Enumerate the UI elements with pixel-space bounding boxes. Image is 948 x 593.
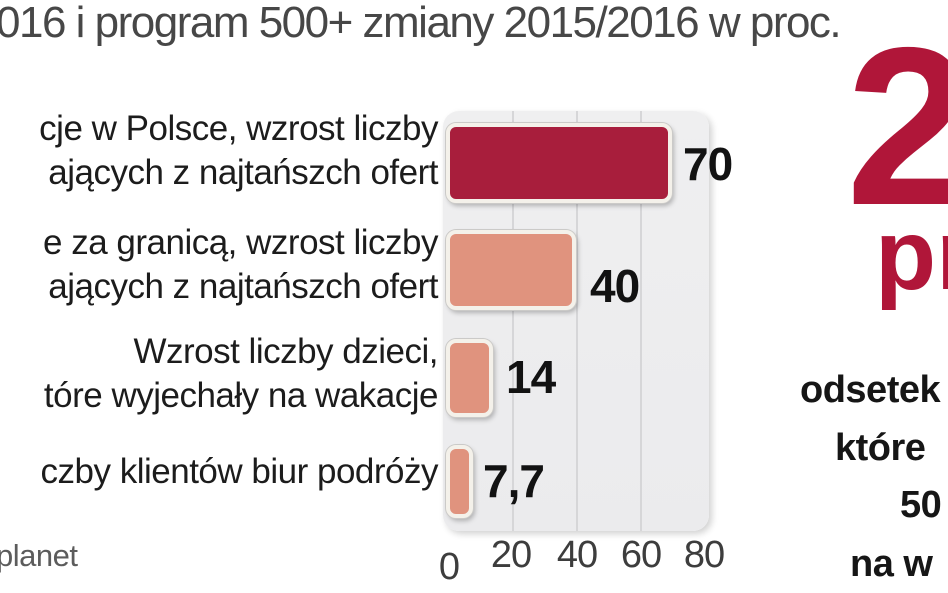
category-label: cje w Polsce, wzrost liczby ających z na… [39,107,438,195]
category-label-line: tóre wyjechały na wakacje [43,376,439,415]
highlight-big-number: 2 [846,0,948,252]
category-label-line: ających z najtańszch ofert [48,153,438,192]
category-label-line: czby klientów biur podróży [40,452,439,491]
category-label: e za granicą, wzrost liczby ających z na… [43,221,438,309]
highlight-caption-line: które [835,427,926,469]
value-label: 70 [683,138,733,190]
category-label-line: e za granicą, wzrost liczby [43,223,438,262]
bar-wzrost-liczby-dzieci [446,339,493,417]
value-label: 40 [590,260,640,312]
value-label: 14 [506,351,556,403]
highlight-unit: pr [875,199,948,311]
category-label: czby klientów biur podróży [40,450,439,494]
x-axis-tick: 60 [620,534,662,576]
bar-klienci-biur-podrozy [446,445,473,518]
x-axis-tick: 20 [490,534,532,576]
x-axis-tick: 40 [556,534,598,576]
gridline [640,111,642,531]
bar-wakacje-w-polsce [446,123,672,203]
source-credit: planet [0,538,78,573]
x-axis-tick: 80 [683,534,725,576]
bar-wakacje-za-granica [446,230,576,310]
highlight-caption-line: 50 [900,484,942,526]
gridline [512,111,514,531]
category-label-line: ających z najtańszch ofert [48,267,438,306]
gridline [576,111,578,531]
chart-title: 016 i program 500+ zmiany 2015/2016 w pr… [0,0,842,47]
category-label: Wzrost liczby dzieci, tóre wyjechały na … [43,330,439,418]
category-label-line: cje w Polsce, wzrost liczby [39,109,438,148]
x-axis-tick: 0 [438,546,460,588]
category-label-line: Wzrost liczby dzieci, [133,332,438,371]
highlight-caption-line: na w [850,543,933,585]
highlight-caption-line: odsetek [800,369,941,411]
value-label: 7,7 [483,455,545,507]
